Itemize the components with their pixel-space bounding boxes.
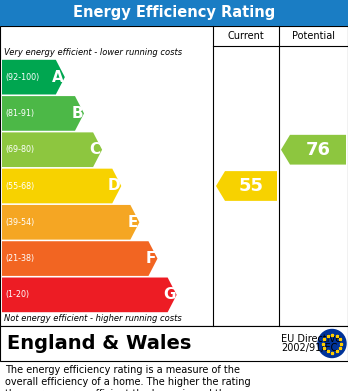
Polygon shape <box>2 205 140 240</box>
Text: Potential: Potential <box>292 31 335 41</box>
Text: C: C <box>89 142 101 157</box>
Text: overall efficiency of a home. The higher the rating: overall efficiency of a home. The higher… <box>5 377 251 387</box>
Text: Not energy efficient - higher running costs: Not energy efficient - higher running co… <box>4 314 182 323</box>
Polygon shape <box>2 241 158 276</box>
Polygon shape <box>2 60 65 95</box>
Polygon shape <box>2 278 177 312</box>
Text: (69-80): (69-80) <box>5 145 34 154</box>
Text: D: D <box>108 179 121 194</box>
Text: B: B <box>71 106 83 121</box>
Text: Current: Current <box>228 31 264 41</box>
Bar <box>0 326 348 361</box>
Text: England & Wales: England & Wales <box>7 334 191 353</box>
Text: (39-54): (39-54) <box>5 218 34 227</box>
Polygon shape <box>2 96 84 131</box>
Text: the more energy efficient the home is and the: the more energy efficient the home is an… <box>5 389 231 391</box>
Text: 55: 55 <box>238 177 263 195</box>
Text: (55-68): (55-68) <box>5 181 34 190</box>
Text: (1-20): (1-20) <box>5 291 29 300</box>
Polygon shape <box>216 171 277 201</box>
Text: Energy Efficiency Rating: Energy Efficiency Rating <box>73 5 275 20</box>
Polygon shape <box>281 135 346 165</box>
Text: Very energy efficient - lower running costs: Very energy efficient - lower running co… <box>4 48 182 57</box>
Text: (92-100): (92-100) <box>5 73 39 82</box>
Text: (81-91): (81-91) <box>5 109 34 118</box>
Text: EU Directive: EU Directive <box>281 334 341 344</box>
Text: 76: 76 <box>306 141 331 159</box>
Text: 2002/91/EC: 2002/91/EC <box>281 344 337 353</box>
Circle shape <box>318 330 346 357</box>
Text: G: G <box>164 287 176 302</box>
Text: F: F <box>145 251 156 266</box>
Text: The energy efficiency rating is a measure of the: The energy efficiency rating is a measur… <box>5 365 240 375</box>
Bar <box>0 0 348 26</box>
Bar <box>0 26 348 326</box>
Text: A: A <box>52 70 64 84</box>
Polygon shape <box>2 133 102 167</box>
Text: (21-38): (21-38) <box>5 254 34 263</box>
Polygon shape <box>2 169 121 203</box>
Text: E: E <box>127 215 137 230</box>
